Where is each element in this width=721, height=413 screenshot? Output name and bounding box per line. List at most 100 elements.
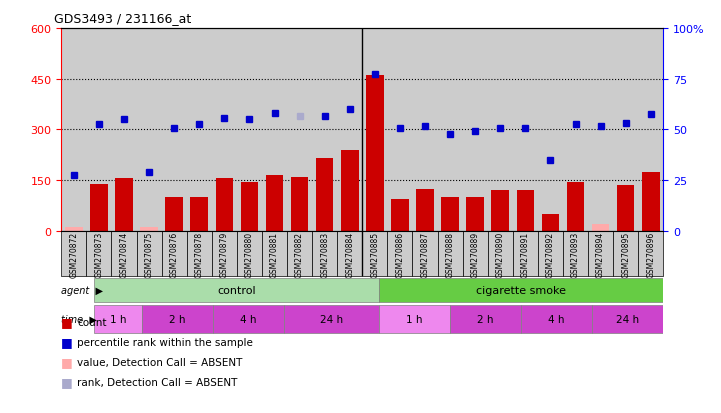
Bar — [366, 76, 384, 231]
Bar — [136, 231, 162, 277]
Bar — [94, 305, 142, 333]
Text: GSM270888: GSM270888 — [446, 231, 455, 277]
Bar — [337, 231, 363, 277]
Text: 4 h: 4 h — [240, 314, 257, 324]
Text: GSM270875: GSM270875 — [145, 231, 154, 277]
Bar — [212, 231, 237, 277]
Bar — [588, 231, 613, 277]
Bar — [341, 150, 358, 231]
Bar — [642, 172, 660, 231]
Text: agent  ▶: agent ▶ — [61, 285, 103, 295]
Bar — [379, 305, 450, 333]
Bar — [190, 197, 208, 231]
Text: GSM270886: GSM270886 — [395, 231, 404, 277]
Bar — [538, 231, 563, 277]
Bar — [90, 184, 107, 231]
Bar — [291, 177, 309, 231]
Bar — [613, 231, 638, 277]
Text: ■: ■ — [61, 355, 73, 368]
Text: 24 h: 24 h — [320, 314, 343, 324]
Bar — [487, 231, 513, 277]
Bar — [516, 191, 534, 231]
Text: GSM270883: GSM270883 — [320, 231, 329, 277]
Bar — [284, 305, 379, 333]
Text: ■: ■ — [61, 335, 73, 349]
Bar — [316, 159, 333, 231]
Bar — [541, 214, 559, 231]
Bar — [513, 231, 538, 277]
Bar — [141, 228, 158, 231]
Text: GSM270896: GSM270896 — [646, 231, 655, 277]
Text: GSM270885: GSM270885 — [371, 231, 379, 277]
Bar — [216, 179, 233, 231]
Bar — [115, 179, 133, 231]
Text: GDS3493 / 231166_at: GDS3493 / 231166_at — [54, 12, 191, 25]
Bar — [165, 197, 183, 231]
Text: GSM270876: GSM270876 — [169, 231, 179, 277]
Text: rank, Detection Call = ABSENT: rank, Detection Call = ABSENT — [77, 377, 237, 387]
Text: GSM270873: GSM270873 — [94, 231, 103, 277]
Text: GSM270889: GSM270889 — [471, 231, 479, 277]
Bar — [187, 231, 212, 277]
Text: ■: ■ — [61, 316, 73, 329]
Text: GSM270881: GSM270881 — [270, 231, 279, 277]
Bar — [416, 189, 434, 231]
Text: GSM270880: GSM270880 — [245, 231, 254, 277]
Bar — [392, 199, 409, 231]
Text: 24 h: 24 h — [616, 314, 640, 324]
Text: time  ▶: time ▶ — [61, 314, 97, 324]
Bar — [262, 231, 287, 277]
Bar — [463, 231, 487, 277]
Bar — [563, 231, 588, 277]
Bar — [112, 231, 136, 277]
Bar — [441, 197, 459, 231]
Text: GSM270879: GSM270879 — [220, 231, 229, 277]
Bar — [438, 231, 463, 277]
Bar — [521, 305, 592, 333]
Bar — [592, 305, 663, 333]
Text: control: control — [217, 285, 256, 295]
Text: GSM270887: GSM270887 — [420, 231, 430, 277]
Text: GSM270894: GSM270894 — [596, 231, 605, 277]
Bar — [450, 305, 521, 333]
Text: GSM270892: GSM270892 — [546, 231, 555, 277]
Bar — [492, 191, 509, 231]
Text: count: count — [77, 317, 107, 327]
Bar — [592, 225, 609, 231]
Bar — [387, 231, 412, 277]
Text: GSM270884: GSM270884 — [345, 231, 354, 277]
Text: GSM270893: GSM270893 — [571, 231, 580, 277]
Text: GSM270872: GSM270872 — [69, 231, 79, 277]
Text: ■: ■ — [61, 375, 73, 388]
Text: GSM270878: GSM270878 — [195, 231, 204, 277]
Bar — [287, 231, 312, 277]
Text: percentile rank within the sample: percentile rank within the sample — [77, 337, 253, 347]
Bar — [379, 278, 663, 302]
Text: GSM270890: GSM270890 — [496, 231, 505, 277]
Bar — [237, 231, 262, 277]
Text: 2 h: 2 h — [169, 314, 185, 324]
Bar — [142, 305, 213, 333]
Text: value, Detection Call = ABSENT: value, Detection Call = ABSENT — [77, 357, 242, 367]
Bar — [213, 305, 284, 333]
Bar — [241, 183, 258, 231]
Bar — [94, 278, 379, 302]
Text: cigarette smoke: cigarette smoke — [476, 285, 566, 295]
Bar — [567, 183, 584, 231]
Bar — [466, 197, 484, 231]
Bar — [638, 231, 663, 277]
Bar — [363, 231, 387, 277]
Bar — [617, 186, 634, 231]
Bar — [266, 176, 283, 231]
Bar — [162, 231, 187, 277]
Text: GSM270891: GSM270891 — [521, 231, 530, 277]
Text: GSM270895: GSM270895 — [622, 231, 630, 277]
Text: GSM270882: GSM270882 — [295, 231, 304, 277]
Text: GSM270874: GSM270874 — [120, 231, 128, 277]
Text: 4 h: 4 h — [549, 314, 565, 324]
Text: 1 h: 1 h — [110, 314, 126, 324]
Text: 1 h: 1 h — [406, 314, 423, 324]
Bar — [61, 231, 87, 277]
Text: 2 h: 2 h — [477, 314, 494, 324]
Bar — [65, 228, 83, 231]
